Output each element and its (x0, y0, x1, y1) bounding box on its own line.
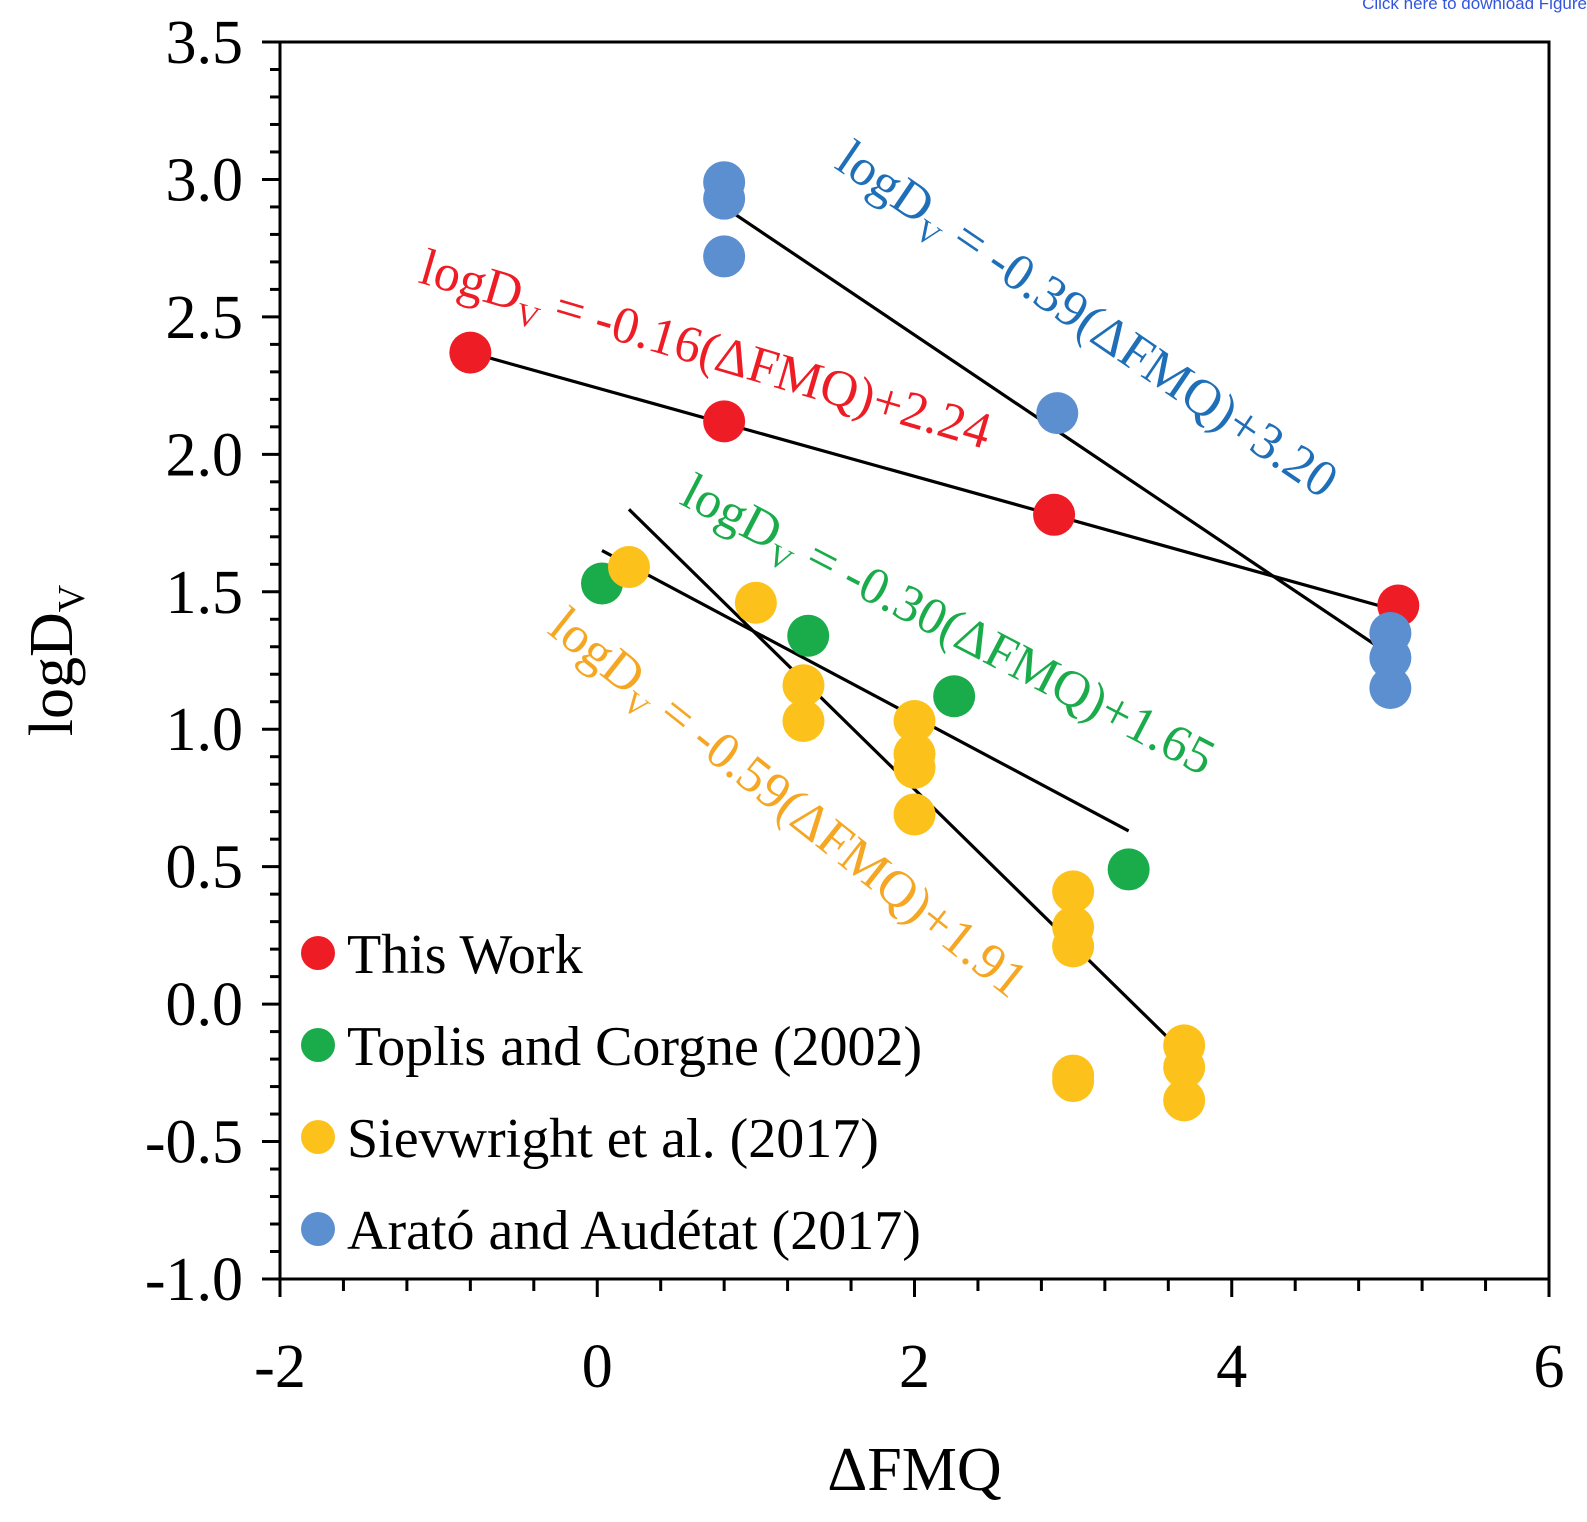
y-tick-label: -1.0 (145, 1246, 243, 1314)
legend-label: Arató and Audétat (2017) (347, 1200, 921, 1262)
data-point (933, 675, 976, 718)
data-point (1107, 848, 1150, 891)
data-point (893, 699, 936, 742)
fit-equation-main: logD (414, 239, 530, 323)
data-points (449, 161, 1420, 1122)
fit-equation: logDV = -0.16(ΔFMQ)+2.24 (412, 239, 998, 468)
data-point (703, 400, 746, 443)
y-tick-label: 3.0 (166, 146, 244, 214)
legend-marker (301, 1212, 335, 1246)
y-axis-title: logDV (18, 584, 93, 736)
fit-line (601, 549, 1130, 833)
legend-label: This Work (347, 924, 583, 986)
y-axis-title-main: logD (18, 612, 86, 736)
legend-label: Toplis and Corgne (2002) (347, 1016, 922, 1078)
fit-equation: logDV = -0.39(ΔFMQ)+3.20 (822, 130, 1347, 516)
x-tick-label: 2 (899, 1333, 930, 1401)
y-tick-label: 2.5 (166, 284, 244, 352)
fit-equation-rhs: = -0.59(ΔFMQ)+1.91 (638, 676, 1038, 1009)
data-point (1036, 392, 1079, 435)
data-point (1052, 925, 1095, 968)
fit-line (469, 351, 1399, 613)
x-tick-label: -2 (254, 1333, 306, 1401)
data-point (1369, 666, 1412, 709)
data-point (449, 331, 492, 374)
legend-marker (301, 936, 335, 970)
data-point (734, 581, 777, 624)
y-tick-label: 0.0 (166, 971, 244, 1039)
data-point (893, 746, 936, 789)
fit-equation-rhs: = -0.16(ΔFMQ)+2.24 (536, 275, 998, 461)
data-point (703, 177, 746, 220)
fit-equation-rhs: = -0.30(ΔFMQ)+1.65 (785, 522, 1224, 787)
y-tick-label: 0.5 (166, 834, 244, 902)
legend-label: Sievwright et al. (2017) (347, 1108, 879, 1170)
x-tick-label: 6 (1534, 1333, 1565, 1401)
x-axis-title: ΔFMQ (827, 1436, 1001, 1504)
legend-marker (301, 1120, 335, 1154)
data-point (1052, 870, 1095, 913)
data-point (607, 546, 650, 589)
data-point (1052, 1060, 1095, 1103)
data-point (703, 235, 746, 278)
y-tick-label: 1.0 (166, 696, 244, 764)
data-point (1033, 493, 1076, 536)
fit-equation-rhs: = -0.39(ΔFMQ)+3.20 (931, 201, 1347, 509)
y-tick-label: 1.5 (166, 559, 244, 627)
data-point (1369, 636, 1412, 679)
y-axis-title-sub: V (51, 584, 93, 612)
data-point (1163, 1079, 1206, 1122)
x-tick-label: 0 (582, 1333, 613, 1401)
download-figure-link[interactable]: Click here to download Figure (1362, 0, 1587, 13)
y-tick-label: 2.0 (166, 421, 244, 489)
y-axis: -1.0 -0.5 0.0 0.5 1.0 1.5 2.0 2.5 3.0 3.5 (145, 9, 280, 1314)
x-tick-label: 4 (1216, 1333, 1247, 1401)
data-point (1163, 1046, 1206, 1089)
legend-marker (301, 1028, 335, 1062)
x-axis: -2 0 2 4 6 (254, 1279, 1565, 1401)
data-point (782, 699, 825, 742)
data-point (782, 664, 825, 707)
y-tick-label: 3.5 (166, 9, 244, 77)
y-tick-label: -0.5 (145, 1109, 243, 1177)
data-point (787, 614, 830, 657)
data-point (893, 793, 936, 836)
legend: This Work Toplis and Corgne (2002) Sievwri… (301, 924, 922, 1262)
